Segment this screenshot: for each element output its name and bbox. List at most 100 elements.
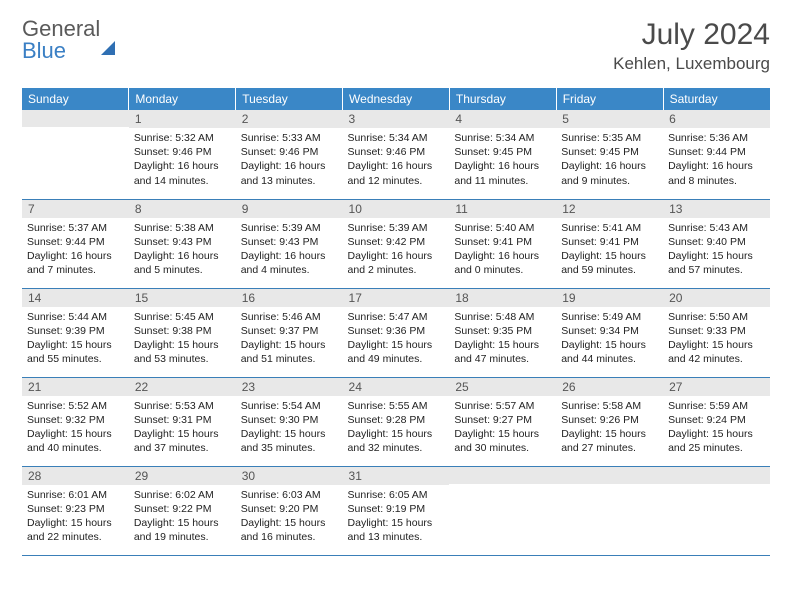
weekday-header: Monday	[129, 88, 236, 110]
day-body: Sunrise: 5:44 AMSunset: 9:39 PMDaylight:…	[22, 307, 129, 371]
weekday-header-row: SundayMondayTuesdayWednesdayThursdayFrid…	[22, 88, 770, 110]
calendar-day-cell: 26Sunrise: 5:58 AMSunset: 9:26 PMDayligh…	[556, 377, 663, 466]
day-number: 15	[129, 289, 236, 307]
day-body: Sunrise: 6:02 AMSunset: 9:22 PMDaylight:…	[129, 485, 236, 549]
calendar-day-cell: 28Sunrise: 6:01 AMSunset: 9:23 PMDayligh…	[22, 466, 129, 555]
calendar-day-cell: 6Sunrise: 5:36 AMSunset: 9:44 PMDaylight…	[663, 110, 770, 199]
day-line: Sunrise: 5:58 AM	[561, 399, 658, 413]
day-line: and 7 minutes.	[27, 263, 124, 277]
calendar-day-cell: 29Sunrise: 6:02 AMSunset: 9:22 PMDayligh…	[129, 466, 236, 555]
logo-triangle-icon	[101, 16, 115, 55]
day-line: and 27 minutes.	[561, 441, 658, 455]
day-number: 27	[663, 378, 770, 396]
day-line: Daylight: 16 hours	[241, 159, 338, 173]
day-line: Sunrise: 5:34 AM	[454, 131, 551, 145]
day-line: Sunset: 9:40 PM	[668, 235, 765, 249]
day-body: Sunrise: 5:59 AMSunset: 9:24 PMDaylight:…	[663, 396, 770, 460]
logo-word2: Blue	[22, 38, 66, 63]
day-number: 13	[663, 200, 770, 218]
calendar-day-cell: 30Sunrise: 6:03 AMSunset: 9:20 PMDayligh…	[236, 466, 343, 555]
day-line: Sunset: 9:42 PM	[348, 235, 445, 249]
day-body: Sunrise: 5:55 AMSunset: 9:28 PMDaylight:…	[343, 396, 450, 460]
calendar-day-cell: 22Sunrise: 5:53 AMSunset: 9:31 PMDayligh…	[129, 377, 236, 466]
day-line: and 19 minutes.	[134, 530, 231, 544]
day-body: Sunrise: 5:47 AMSunset: 9:36 PMDaylight:…	[343, 307, 450, 371]
calendar-day-cell	[556, 466, 663, 555]
day-number: 14	[22, 289, 129, 307]
day-number: 17	[343, 289, 450, 307]
day-line: Sunset: 9:19 PM	[348, 502, 445, 516]
calendar-day-cell: 1Sunrise: 5:32 AMSunset: 9:46 PMDaylight…	[129, 110, 236, 199]
day-line: and 30 minutes.	[454, 441, 551, 455]
day-line: and 44 minutes.	[561, 352, 658, 366]
day-line: Sunrise: 5:43 AM	[668, 221, 765, 235]
day-line: Daylight: 15 hours	[454, 427, 551, 441]
day-line: and 57 minutes.	[668, 263, 765, 277]
day-body: Sunrise: 5:57 AMSunset: 9:27 PMDaylight:…	[449, 396, 556, 460]
day-line: Sunset: 9:28 PM	[348, 413, 445, 427]
calendar-day-cell: 12Sunrise: 5:41 AMSunset: 9:41 PMDayligh…	[556, 199, 663, 288]
day-number: 5	[556, 110, 663, 128]
day-line: Sunset: 9:44 PM	[668, 145, 765, 159]
day-line: Sunrise: 5:35 AM	[561, 131, 658, 145]
day-line: and 47 minutes.	[454, 352, 551, 366]
day-number: 25	[449, 378, 556, 396]
day-number: 9	[236, 200, 343, 218]
day-line: and 32 minutes.	[348, 441, 445, 455]
day-line: Sunrise: 5:38 AM	[134, 221, 231, 235]
calendar-day-cell: 9 Sunrise: 5:39 AMSunset: 9:43 PMDaylight…	[236, 199, 343, 288]
calendar-day-cell: 11Sunrise: 5:40 AMSunset: 9:41 PMDayligh…	[449, 199, 556, 288]
day-number: 21	[22, 378, 129, 396]
day-line: Daylight: 16 hours	[561, 159, 658, 173]
day-number: 2	[236, 110, 343, 128]
calendar-day-cell: 8Sunrise: 5:38 AMSunset: 9:43 PMDaylight…	[129, 199, 236, 288]
calendar-table: SundayMondayTuesdayWednesdayThursdayFrid…	[22, 88, 770, 556]
day-line: Sunrise: 5:32 AM	[134, 131, 231, 145]
day-line: Sunset: 9:31 PM	[134, 413, 231, 427]
day-line: Daylight: 16 hours	[134, 249, 231, 263]
day-line: Sunrise: 5:40 AM	[454, 221, 551, 235]
day-line: Daylight: 15 hours	[27, 427, 124, 441]
calendar-day-cell: 3Sunrise: 5:34 AMSunset: 9:46 PMDaylight…	[343, 110, 450, 199]
day-line: Sunset: 9:23 PM	[27, 502, 124, 516]
calendar-day-cell: 21Sunrise: 5:52 AMSunset: 9:32 PMDayligh…	[22, 377, 129, 466]
day-line: Sunrise: 6:05 AM	[348, 488, 445, 502]
day-number: 26	[556, 378, 663, 396]
day-line: Daylight: 16 hours	[668, 159, 765, 173]
day-line: Daylight: 16 hours	[241, 249, 338, 263]
day-line: Sunrise: 5:57 AM	[454, 399, 551, 413]
day-line: Sunset: 9:35 PM	[454, 324, 551, 338]
title-block: July 2024 Kehlen, Luxembourg	[613, 18, 770, 74]
day-line: Daylight: 15 hours	[348, 516, 445, 530]
day-line: Daylight: 16 hours	[454, 159, 551, 173]
day-line: Sunset: 9:43 PM	[241, 235, 338, 249]
day-line: Sunset: 9:46 PM	[134, 145, 231, 159]
calendar-body: 1Sunrise: 5:32 AMSunset: 9:46 PMDaylight…	[22, 110, 770, 555]
day-line: Daylight: 15 hours	[668, 338, 765, 352]
day-line: Sunrise: 5:34 AM	[348, 131, 445, 145]
day-line: and 8 minutes.	[668, 174, 765, 188]
day-line: Daylight: 15 hours	[668, 427, 765, 441]
day-line: Daylight: 15 hours	[27, 516, 124, 530]
day-number: 29	[129, 467, 236, 485]
day-number: 11	[449, 200, 556, 218]
day-line: Sunset: 9:43 PM	[134, 235, 231, 249]
day-line: Daylight: 16 hours	[27, 249, 124, 263]
weekday-header: Thursday	[449, 88, 556, 110]
day-line: Sunset: 9:24 PM	[668, 413, 765, 427]
day-number	[663, 467, 770, 484]
day-number	[449, 467, 556, 484]
day-number: 18	[449, 289, 556, 307]
calendar-day-cell: 23Sunrise: 5:54 AMSunset: 9:30 PMDayligh…	[236, 377, 343, 466]
day-body: Sunrise: 5:46 AMSunset: 9:37 PMDaylight:…	[236, 307, 343, 371]
calendar-day-cell: 19Sunrise: 5:49 AMSunset: 9:34 PMDayligh…	[556, 288, 663, 377]
day-line: Sunrise: 5:48 AM	[454, 310, 551, 324]
weekday-header: Wednesday	[343, 88, 450, 110]
day-line: Sunrise: 5:39 AM	[241, 221, 338, 235]
day-number: 1	[129, 110, 236, 128]
day-body: Sunrise: 5:32 AMSunset: 9:46 PMDaylight:…	[129, 128, 236, 192]
day-line: Sunrise: 5:52 AM	[27, 399, 124, 413]
day-body: Sunrise: 5:41 AMSunset: 9:41 PMDaylight:…	[556, 218, 663, 282]
weekday-header: Saturday	[663, 88, 770, 110]
day-number: 19	[556, 289, 663, 307]
